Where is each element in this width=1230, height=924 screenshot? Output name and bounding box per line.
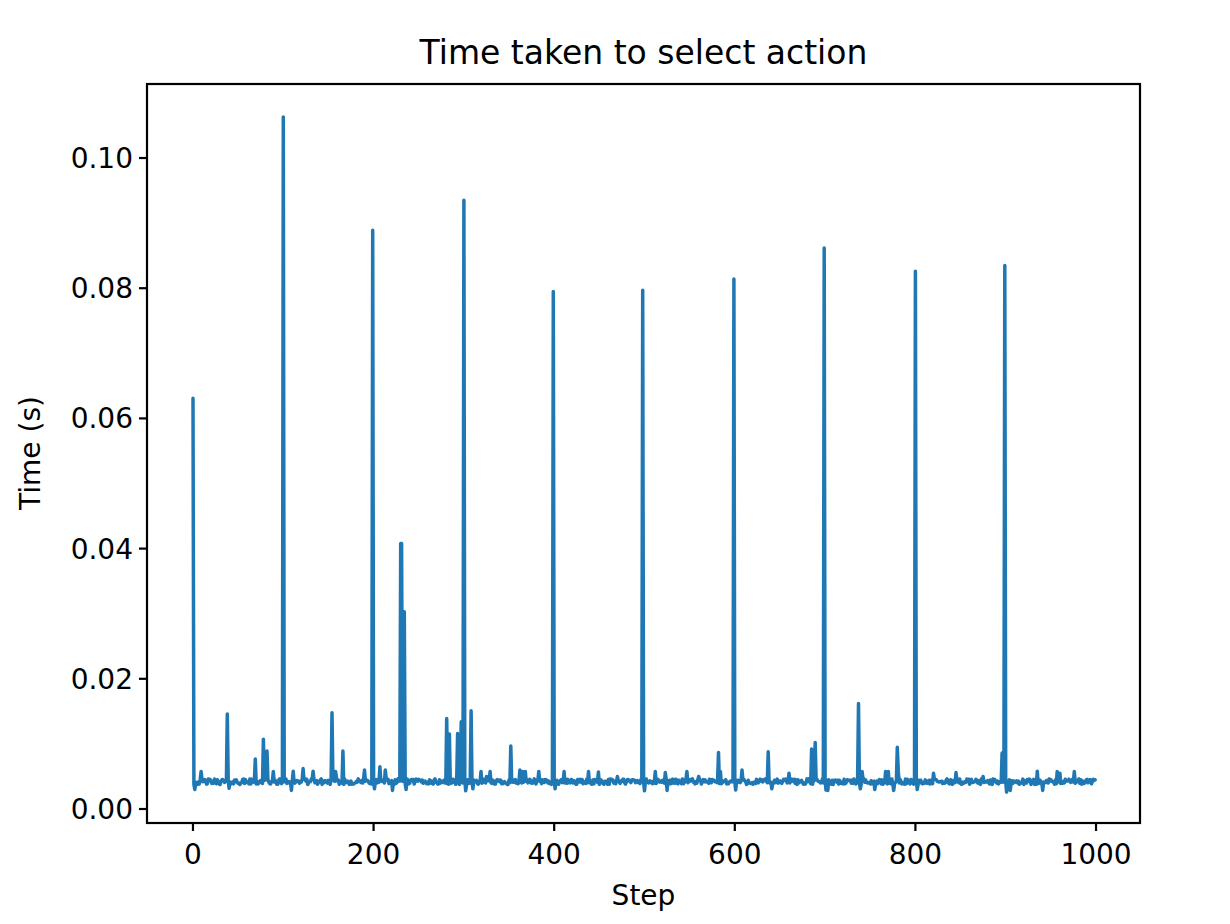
chart-title: Time taken to select action — [147, 36, 1140, 69]
y-tick-label: 0.06 — [71, 402, 133, 435]
x-tick-label: 200 — [347, 838, 400, 871]
plot-area: 0 200 400 600 800 1000 0.00 0.02 0.04 0.06 0.08 0.1… — [0, 0, 1230, 924]
x-axis-label: Step — [147, 882, 1140, 910]
y-tick-label: 0.04 — [71, 533, 133, 566]
x-tick-label: 1000 — [1060, 838, 1131, 871]
y-tick-label: 0.08 — [71, 272, 133, 305]
y-tick-label: 0.10 — [71, 142, 133, 175]
x-tick-label: 400 — [527, 838, 580, 871]
x-tick-label: 0 — [184, 838, 202, 871]
y-axis-label: Time (s) — [17, 396, 45, 510]
y-tick-label: 0.02 — [71, 663, 133, 696]
y-tick-label: 0.00 — [71, 793, 133, 826]
x-tick-label: 800 — [889, 838, 942, 871]
x-tick-label: 600 — [708, 838, 761, 871]
figure: Time taken to select action 0 200 400 600 80… — [0, 0, 1230, 924]
data-line — [193, 117, 1095, 792]
